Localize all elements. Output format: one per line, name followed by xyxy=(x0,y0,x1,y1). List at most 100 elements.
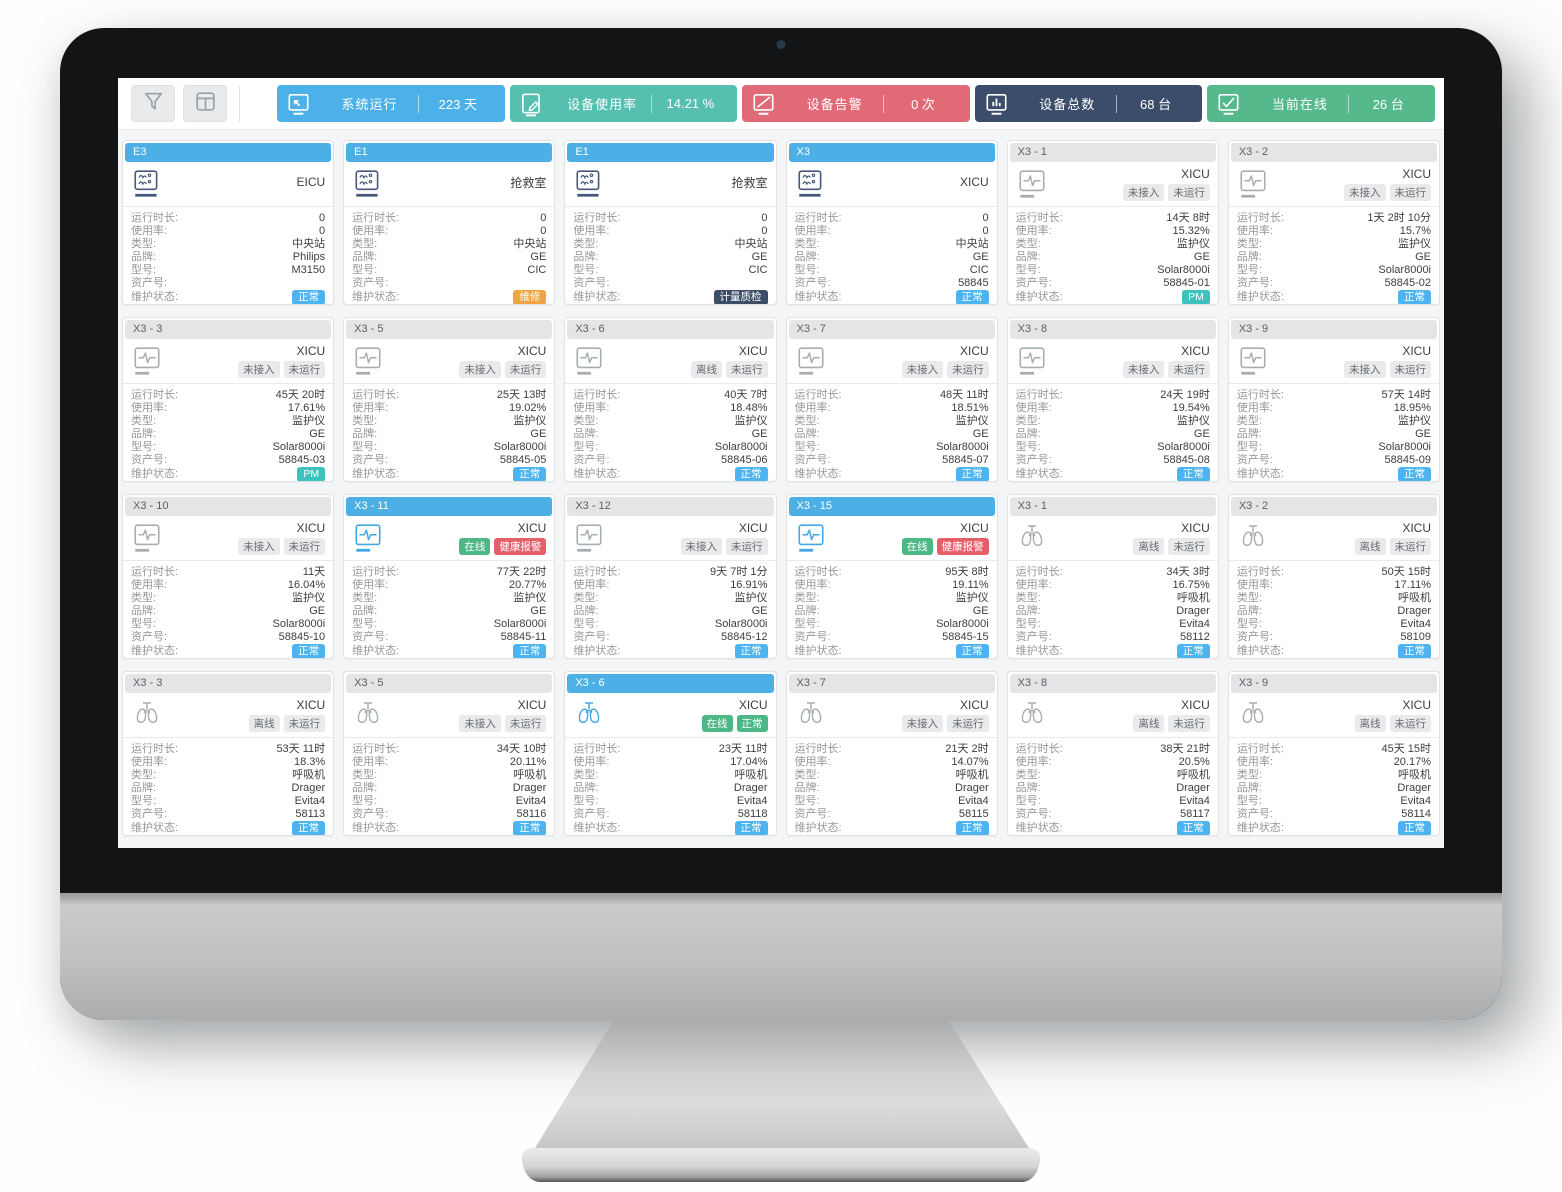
device-fields: 运行时长: 25天 13时 使用率: 19.02% 类型: 监护仪 品牌: GE 型号: Sola… xyxy=(344,384,554,481)
maintenance-status-badge: 正常 xyxy=(734,467,768,481)
stat-pill[interactable]: 系统运行 223 天 xyxy=(277,85,505,122)
device-card[interactable]: X3 - 11 XICU 在线 健康报警 运行时长: 77天 22时 使用率: 20.7… xyxy=(343,494,556,659)
device-card[interactable]: X3 - 3 XICU 离线 未运行 运行时长: 53天 11时 使用率: 18.3% 类… xyxy=(122,671,335,836)
stat-pill[interactable]: 设备使用率 14.21 % xyxy=(509,85,738,122)
device-location: XICU xyxy=(1181,343,1210,358)
field-row-model: 型号: Evita4 xyxy=(1236,618,1431,630)
field-row-maintenance: 维护状态: 正常 xyxy=(1237,644,1431,658)
device-card[interactable]: E1 抢救室 运行时长: 0 使用率: 0 类型: 中央站 品牌: GE 型号: CIC 资产号: 维… xyxy=(564,140,777,305)
device-card[interactable]: X3 - 9 XICU 离线 未运行 运行时长: 45天 15时 使用率: 20.17%… xyxy=(1227,671,1440,836)
device-card[interactable]: X3 - 10 XICU 未接入 未运行 运行时长: 11天 使用率: 16.04% 类型… xyxy=(122,494,335,659)
device-card-top: XICU 未接入 未运行 xyxy=(786,339,997,384)
stat-pill-value: 26 台 xyxy=(1372,97,1404,112)
field-row-maintenance: 维护状态: 正常 xyxy=(131,290,326,304)
device-card-top: XICU 未接入 未运行 xyxy=(565,516,776,561)
ecg-monitor-icon xyxy=(1237,169,1277,199)
status-badge: 未运行 xyxy=(1389,183,1431,201)
status-badge: 健康报警 xyxy=(936,537,989,555)
screen-pen-icon xyxy=(518,91,554,117)
device-card[interactable]: X3 - 5 XICU 未接入 未运行 运行时长: 25天 13时 使用率: 19.02… xyxy=(343,317,556,482)
status-badge: 未接入 xyxy=(1344,183,1386,201)
lungs-icon xyxy=(1237,523,1277,553)
field-row-asset: 资产号: 58112 xyxy=(1015,631,1210,643)
field-row-model: 型号: Solar8000i xyxy=(1015,264,1210,276)
device-card-header: X3 - 3 xyxy=(125,674,332,693)
status-badge: 未运行 xyxy=(283,360,326,378)
ecg-monitor-icon xyxy=(352,346,392,376)
maintenance-status-badge: 正常 xyxy=(1176,821,1210,835)
device-card[interactable]: X3 XICU 运行时长: 0 使用率: 0 类型: 中央站 品牌: GE 型号: CIC 资产号:… xyxy=(785,140,998,305)
field-row-maintenance: 维护状态: 正常 xyxy=(795,290,989,304)
device-card[interactable]: X3 - 9 XICU 未接入 未运行 运行时长: 57天 14时 使用率: 18.95… xyxy=(1227,317,1440,482)
device-card[interactable]: X3 - 15 XICU 在线 健康报警 运行时长: 95天 8时 使用率: 19.11… xyxy=(785,494,998,659)
imac-chin xyxy=(60,893,1502,1020)
device-card-header: X3 - 6 xyxy=(567,674,774,693)
device-card-header: X3 - 1 xyxy=(1009,143,1216,162)
field-row-model: 型号: Solar8000i xyxy=(131,441,326,453)
field-row-asset: 资产号: 58118 xyxy=(573,808,768,820)
device-card-header: X3 - 7 xyxy=(788,320,995,339)
lungs-icon xyxy=(131,700,171,730)
device-card[interactable]: X3 - 12 XICU 未接入 未运行 运行时长: 9天 7时 1分 使用率: 16.… xyxy=(564,494,777,659)
status-badge: 正常 xyxy=(736,714,768,732)
field-row-model: 型号: Solar8000i xyxy=(1236,264,1431,276)
device-card[interactable]: X3 - 2 XICU 未接入 未运行 运行时长: 1天 2时 10分 使用率: 15.… xyxy=(1227,140,1440,305)
ecg-monitor-icon xyxy=(573,346,613,376)
ecg-monitor-icon xyxy=(1016,346,1056,376)
field-row-maintenance: 维护状态: 正常 xyxy=(352,821,547,835)
device-card[interactable]: X3 - 1 XICU 未接入 未运行 运行时长: 14天 8时 使用率: 15.32%… xyxy=(1006,140,1219,305)
status-badge: 未运行 xyxy=(726,537,768,555)
device-card-header: X3 - 2 xyxy=(1230,143,1437,162)
field-row-runtime: 运行时长: 1天 2时 10分 xyxy=(1236,212,1431,224)
device-location: XICU xyxy=(1181,520,1210,535)
device-card[interactable]: X3 - 8 XICU 未接入 未运行 运行时长: 24天 19时 使用率: 19.54… xyxy=(1006,317,1219,482)
field-row-type: 类型: 中央站 xyxy=(352,238,547,250)
field-row-brand: 品牌: GE xyxy=(131,428,326,440)
field-row-usage: 使用率: 19.11% xyxy=(794,579,989,591)
stat-pill[interactable]: 设备总数 68 台 xyxy=(974,85,1203,122)
layout-button[interactable] xyxy=(183,85,227,122)
device-card[interactable]: X3 - 6 XICU 在线 正常 运行时长: 23天 11时 使用率: 17.04% 类… xyxy=(564,671,777,836)
device-card[interactable]: X3 - 1 XICU 离线 未运行 运行时长: 34天 3时 使用率: 16.75% 类… xyxy=(1006,494,1219,659)
stat-pill-value: 14.21 % xyxy=(666,96,715,111)
stat-pill-label: 当前在线 xyxy=(1271,97,1328,112)
lungs-icon xyxy=(352,700,392,730)
device-card[interactable]: X3 - 5 XICU 未接入 未运行 运行时长: 34天 10时 使用率: 20.11… xyxy=(343,671,556,836)
device-fields: 运行时长: 40天 7时 使用率: 18.48% 类型: 监护仪 品牌: GE 型号: Solar… xyxy=(565,384,775,481)
device-card[interactable]: X3 - 8 XICU 离线 未运行 运行时长: 38天 21时 使用率: 20.5% 类… xyxy=(1006,671,1219,836)
device-fields: 运行时长: 95天 8时 使用率: 19.11% 类型: 监护仪 品牌: GE 型号: Solar… xyxy=(787,561,997,658)
maintenance-status-badge: 正常 xyxy=(1398,467,1431,481)
central-station-icon xyxy=(795,169,835,199)
device-status-badges: 离线 未运行 xyxy=(1133,714,1210,732)
device-card[interactable]: X3 - 3 XICU 未接入 未运行 运行时长: 45天 20时 使用率: 17.61… xyxy=(122,317,335,482)
device-fields: 运行时长: 53天 11时 使用率: 18.3% 类型: 呼吸机 品牌: Drager 型号: E… xyxy=(123,738,333,835)
maintenance-status-badge: 正常 xyxy=(1398,821,1431,835)
field-row-asset: 资产号: 58114 xyxy=(1236,808,1431,820)
device-name: X3 - 2 xyxy=(1238,146,1269,158)
device-status-badges: 未接入 未运行 xyxy=(1122,183,1210,201)
device-card-top: XICU 离线 未运行 xyxy=(1228,693,1439,738)
device-card-top: XICU 在线 健康报警 xyxy=(786,516,997,561)
stat-pill[interactable]: 设备告警 0 次 xyxy=(742,85,970,122)
stat-pill[interactable]: 当前在线 26 台 xyxy=(1207,85,1435,122)
device-card[interactable]: X3 - 7 XICU 未接入 未运行 运行时长: 21天 2时 使用率: 14.07%… xyxy=(785,671,998,836)
field-row-type: 类型: 监护仪 xyxy=(1015,238,1210,250)
device-card[interactable]: E1 抢救室 运行时长: 0 使用率: 0 类型: 中央站 品牌: GE 型号: CIC 资产号: 维… xyxy=(343,140,556,305)
field-row-asset: 资产号: 58117 xyxy=(1015,808,1210,820)
device-fields: 运行时长: 0 使用率: 0 类型: 中央站 品牌: GE 型号: CIC 资产号: 58845 维护状… xyxy=(787,207,997,304)
field-row-usage: 使用率: 16.04% xyxy=(131,579,326,591)
field-row-asset: 资产号: 58845 xyxy=(794,277,989,289)
field-row-maintenance: 维护状态: 正常 xyxy=(795,821,989,835)
field-row-runtime: 运行时长: 0 xyxy=(794,212,989,224)
device-card[interactable]: X3 - 6 XICU 离线 未运行 运行时长: 40天 7时 使用率: 18.48% 类… xyxy=(564,317,777,482)
device-fields: 运行时长: 57天 14时 使用率: 18.95% 类型: 监护仪 品牌: GE 型号: Sola… xyxy=(1229,384,1439,481)
field-row-usage: 使用率: 14.07% xyxy=(794,756,989,768)
device-card[interactable]: X3 - 2 XICU 离线 未运行 运行时长: 50天 15时 使用率: 17.11%… xyxy=(1227,494,1440,659)
maintenance-status-badge: 正常 xyxy=(1176,467,1210,481)
stat-pill-value: 223 天 xyxy=(438,97,477,112)
maintenance-status-badge: 正常 xyxy=(955,644,989,658)
device-card[interactable]: E3 EICU 运行时长: 0 使用率: 0 类型: 中央站 品牌: Philips 型号: M3… xyxy=(122,140,335,305)
field-row-maintenance: 维护状态: 正常 xyxy=(1237,467,1431,481)
device-card[interactable]: X3 - 7 XICU 未接入 未运行 运行时长: 48天 11时 使用率: 18.51… xyxy=(785,317,998,482)
filter-button[interactable] xyxy=(131,85,175,122)
